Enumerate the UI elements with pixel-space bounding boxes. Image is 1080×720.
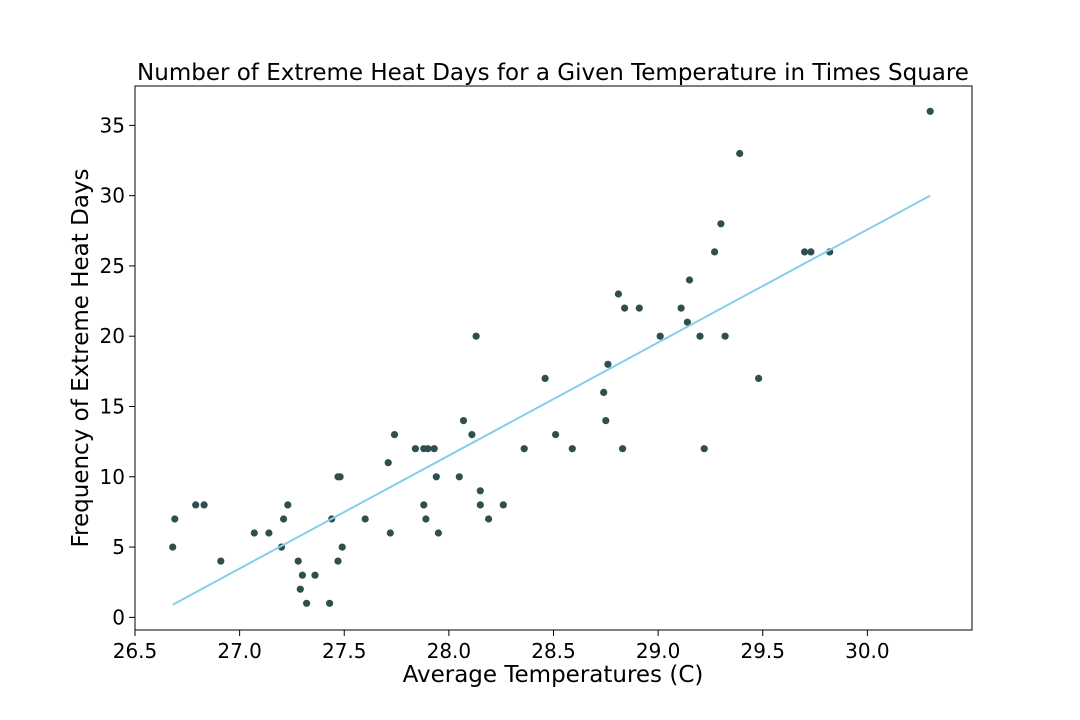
data-point <box>541 374 549 382</box>
data-point <box>717 220 725 228</box>
data-point <box>250 529 258 537</box>
x-tick-label: 27.5 <box>322 639 367 663</box>
x-tick-label: 29.5 <box>740 639 785 663</box>
data-point <box>520 445 528 453</box>
data-point <box>468 431 476 439</box>
data-point <box>280 515 288 523</box>
data-point <box>432 473 440 481</box>
y-tick-label: 35 <box>100 113 125 137</box>
data-point <box>721 332 729 340</box>
y-tick-label: 20 <box>100 324 125 348</box>
data-point <box>801 248 809 256</box>
data-point <box>390 431 399 439</box>
data-point <box>635 304 643 312</box>
data-point <box>338 543 346 551</box>
data-point <box>430 445 438 453</box>
data-point <box>169 543 177 551</box>
data-point <box>600 388 608 396</box>
data-point <box>296 585 304 593</box>
data-point <box>476 501 484 509</box>
x-axis: 26.5 27.0 27.5 28.0 28.5 29.0 29.5 30.0 <box>113 630 890 663</box>
data-point <box>311 571 319 579</box>
x-tick-label: 26.5 <box>113 639 158 663</box>
y-tick-label: 10 <box>100 465 125 489</box>
plot-area <box>169 107 934 607</box>
data-point <box>420 501 428 509</box>
data-point <box>700 445 708 453</box>
y-tick-label: 15 <box>100 394 125 418</box>
data-point <box>568 445 576 453</box>
data-point <box>499 501 507 509</box>
x-tick-label: 28.5 <box>531 639 576 663</box>
data-point <box>614 290 623 298</box>
x-tick-label: 30.0 <box>845 639 890 663</box>
data-point <box>683 318 692 326</box>
data-point <box>217 557 225 565</box>
data-point <box>685 276 694 284</box>
data-point <box>422 515 430 523</box>
data-point <box>424 445 432 453</box>
data-point <box>384 459 392 467</box>
data-point <box>926 107 934 115</box>
trend-line <box>172 194 931 606</box>
data-point <box>696 332 704 340</box>
x-tick-label: 27.0 <box>217 639 262 663</box>
y-tick-label: 0 <box>112 605 125 629</box>
data-point <box>303 599 311 607</box>
data-point <box>604 360 612 368</box>
data-point <box>602 417 610 425</box>
data-point <box>476 487 484 495</box>
data-point <box>455 473 463 481</box>
data-point <box>434 529 442 537</box>
x-tick-label: 29.0 <box>636 639 681 663</box>
y-axis: 0 5 10 15 20 25 30 35 <box>100 113 135 629</box>
data-point <box>755 374 763 382</box>
data-point <box>677 304 685 312</box>
data-point <box>284 501 292 509</box>
data-point <box>485 515 493 523</box>
data-point <box>334 557 342 565</box>
y-axis-label: Frequency of Extreme Heat Days <box>68 168 94 547</box>
data-point <box>807 248 815 256</box>
y-tick-label: 25 <box>100 254 125 278</box>
x-axis-label: Average Temperatures (C) <box>403 662 704 688</box>
data-point <box>192 501 200 509</box>
data-point <box>656 332 664 340</box>
data-point <box>171 515 179 523</box>
data-point <box>472 332 480 340</box>
y-tick-label: 30 <box>100 184 125 208</box>
data-point <box>711 248 719 256</box>
chart-title: Number of Extreme Heat Days for a Given … <box>137 60 969 86</box>
data-point <box>265 529 273 537</box>
data-point <box>386 529 394 537</box>
data-point <box>736 149 744 158</box>
data-point <box>361 515 369 523</box>
data-point <box>336 473 344 481</box>
y-tick-label: 5 <box>112 535 125 559</box>
data-point <box>326 599 334 607</box>
data-point <box>294 557 302 565</box>
data-point <box>552 431 560 439</box>
data-point <box>411 445 419 453</box>
data-point <box>621 304 629 312</box>
data-point <box>459 417 468 425</box>
data-point <box>298 571 306 579</box>
x-tick-label: 28.0 <box>427 639 472 663</box>
data-point <box>200 501 208 509</box>
data-point <box>619 445 627 453</box>
